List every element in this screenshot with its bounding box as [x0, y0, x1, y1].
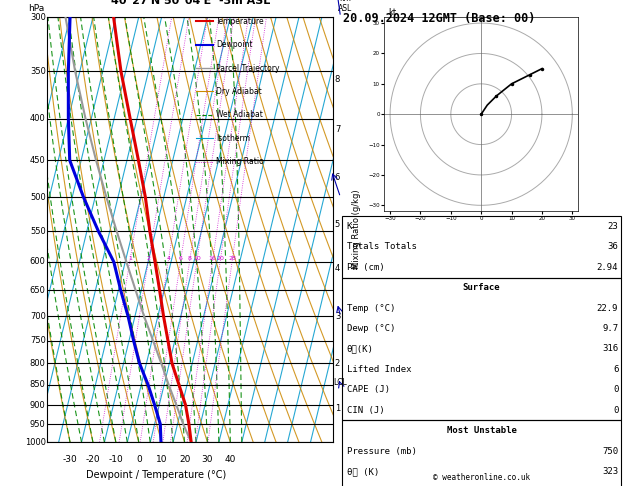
Text: CIN (J): CIN (J)	[347, 406, 384, 415]
Text: 28: 28	[228, 256, 236, 261]
Text: 6: 6	[335, 173, 340, 182]
Text: 1: 1	[335, 404, 340, 413]
Text: 16: 16	[209, 256, 216, 261]
Text: 6: 6	[613, 365, 618, 374]
Text: Temp (°C): Temp (°C)	[347, 304, 395, 312]
Text: 20: 20	[179, 455, 190, 464]
Text: 30: 30	[202, 455, 213, 464]
Text: 900: 900	[30, 400, 46, 410]
Text: 10: 10	[193, 256, 201, 261]
Text: 550: 550	[30, 226, 46, 236]
Text: 316: 316	[602, 345, 618, 353]
Text: 750: 750	[602, 447, 618, 455]
Text: 323: 323	[602, 467, 618, 476]
Text: 22.9: 22.9	[597, 304, 618, 312]
Text: Wet Adiabat: Wet Adiabat	[216, 110, 263, 120]
Text: 5: 5	[335, 220, 340, 229]
Text: PW (cm): PW (cm)	[347, 263, 384, 272]
Text: Dewp (°C): Dewp (°C)	[347, 324, 395, 333]
Text: 10: 10	[156, 455, 167, 464]
Text: Lifted Index: Lifted Index	[347, 365, 411, 374]
Text: -10: -10	[108, 455, 123, 464]
Text: 36: 36	[608, 243, 618, 251]
Text: 400: 400	[30, 114, 46, 123]
Text: 700: 700	[30, 312, 46, 321]
Text: 20: 20	[216, 256, 224, 261]
Text: 1000: 1000	[25, 438, 46, 447]
Text: 1: 1	[128, 256, 131, 261]
Text: 3: 3	[335, 312, 340, 321]
Text: 8: 8	[187, 256, 192, 261]
Text: Mixing Ratio (g/kg): Mixing Ratio (g/kg)	[352, 190, 361, 269]
Text: 40°27'N 50°04'E  -3m ASL: 40°27'N 50°04'E -3m ASL	[111, 0, 270, 6]
Text: 300: 300	[30, 13, 46, 21]
Text: Mixing Ratio: Mixing Ratio	[216, 157, 264, 166]
Text: hPa: hPa	[28, 4, 45, 13]
Text: 950: 950	[30, 419, 46, 429]
Text: Temperature: Temperature	[216, 17, 265, 26]
Text: 750: 750	[30, 336, 46, 345]
Text: © weatheronline.co.uk: © weatheronline.co.uk	[433, 473, 530, 482]
Text: 7: 7	[335, 125, 340, 135]
Text: Dry Adiabat: Dry Adiabat	[216, 87, 262, 96]
Text: 6: 6	[179, 256, 182, 261]
Text: Pressure (mb): Pressure (mb)	[347, 447, 416, 455]
Text: 8: 8	[335, 75, 340, 84]
Text: -30: -30	[63, 455, 77, 464]
Text: Dewpoint: Dewpoint	[216, 40, 252, 49]
Text: K: K	[347, 222, 352, 231]
Text: 2.94: 2.94	[597, 263, 618, 272]
Text: 2: 2	[147, 256, 150, 261]
Text: 23: 23	[608, 222, 618, 231]
Text: LCL: LCL	[333, 378, 347, 387]
Text: CAPE (J): CAPE (J)	[347, 385, 389, 394]
Text: Isotherm: Isotherm	[216, 134, 250, 143]
Text: 9.7: 9.7	[602, 324, 618, 333]
Text: Dewpoint / Temperature (°C): Dewpoint / Temperature (°C)	[86, 470, 226, 480]
Text: 350: 350	[30, 67, 46, 76]
Text: 650: 650	[30, 286, 46, 295]
Text: Most Unstable: Most Unstable	[447, 426, 516, 435]
Text: θᴇ(K): θᴇ(K)	[347, 345, 374, 353]
Text: 850: 850	[30, 381, 46, 389]
Text: 450: 450	[30, 156, 46, 165]
Text: 40: 40	[225, 455, 236, 464]
Text: 800: 800	[30, 359, 46, 368]
Text: 600: 600	[30, 257, 46, 266]
Text: 4: 4	[166, 256, 170, 261]
Text: 20.09.2024 12GMT (Base: 00): 20.09.2024 12GMT (Base: 00)	[343, 12, 535, 25]
Text: θᴇ (K): θᴇ (K)	[347, 467, 379, 476]
Text: 500: 500	[30, 193, 46, 202]
Text: km
ASL: km ASL	[338, 0, 352, 13]
Text: 0: 0	[136, 455, 142, 464]
Text: 0: 0	[613, 406, 618, 415]
Text: 0: 0	[613, 385, 618, 394]
Text: kt: kt	[388, 8, 396, 17]
Text: Totals Totals: Totals Totals	[347, 243, 416, 251]
Text: Parcel Trajectory: Parcel Trajectory	[216, 64, 279, 72]
Text: Surface: Surface	[463, 283, 500, 292]
Text: 4: 4	[335, 264, 340, 273]
Text: -20: -20	[86, 455, 100, 464]
Text: 2: 2	[335, 359, 340, 368]
